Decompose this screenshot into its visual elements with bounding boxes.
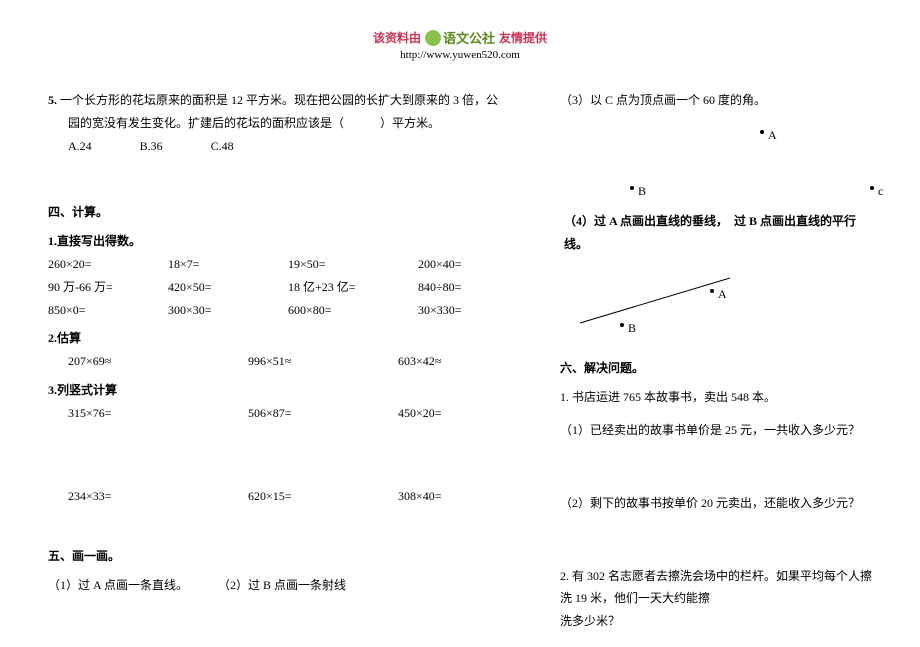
label-b: B <box>638 180 646 203</box>
calc-cell: 200×40= <box>418 253 528 276</box>
calc-cell: 18×7= <box>168 253 288 276</box>
dot-a <box>760 130 764 134</box>
question-4: （4）过 A 点画出直线的垂线， 过 B 点画出直线的平行线。 <box>560 210 872 256</box>
vertical-calc-grid: 315×76=506×87=450×20= 234×33=620×15=308×4… <box>48 402 528 508</box>
header-line1: 该资料由 语文公社 友情提供 <box>0 28 920 47</box>
logo-icon <box>425 30 441 46</box>
estimate-grid: 207×69≈996×51≈603×42≈ <box>48 350 528 373</box>
calc-cell: 90 万-66 万= <box>48 276 168 299</box>
est-cell: 207×69≈ <box>68 350 248 373</box>
vert-cell: 450×20= <box>398 402 518 425</box>
calc-cell: 420×50= <box>168 276 288 299</box>
q5-number: 5. <box>48 93 57 107</box>
section-6-title: 六、解决问题。 <box>560 357 872 380</box>
q5-text-line2: 园的宽没有发生变化。扩建后的花坛的面积应该是（ ）平方米。 <box>48 112 528 135</box>
draw-1: （1）过 A 点画一条直线。 <box>48 574 188 597</box>
vert-cell: 308×40= <box>398 485 518 508</box>
header-url: http://www.yuwen520.com <box>0 49 920 61</box>
problem-2-line1: 2. 有 302 名志愿者去擦洗会场中的栏杆。如果平均每个人擦洗 19 米，他们… <box>560 565 872 611</box>
dot-c <box>870 186 874 190</box>
diagram-abc: A B c <box>560 120 872 210</box>
problem-1-1: （1）已经卖出的故事书单价是 25 元，一共收入多少元？ <box>560 419 872 442</box>
calc-cell: 19×50= <box>288 253 418 276</box>
sub-1-title: 1.直接写出得数。 <box>48 230 528 253</box>
calc-cell: 840÷80= <box>418 276 528 299</box>
diagonal-line <box>580 278 730 323</box>
section-4-title: 四、计算。 <box>48 201 528 224</box>
calc-row: 90 万-66 万=420×50=18 亿+23 亿=840÷80= <box>48 276 528 299</box>
draw-2: （2）过 B 点画一条射线 <box>218 574 346 597</box>
est-cell: 996×51≈ <box>248 350 398 373</box>
problem-2-line2: 洗多少米？ <box>560 610 872 633</box>
calc-cell: 260×20= <box>48 253 168 276</box>
vert-cell: 234×33= <box>68 485 248 508</box>
sub-3-title: 3.列竖式计算 <box>48 379 528 402</box>
vert-row: 234×33=620×15=308×40= <box>48 485 528 508</box>
question-3: （3）以 C 点为顶点画一个 60 度的角。 <box>560 89 872 112</box>
est-cell: 603×42≈ <box>398 350 518 373</box>
label-b2: B <box>628 317 636 340</box>
calc-cell: 300×30= <box>168 299 288 322</box>
vert-row: 315×76=506×87=450×20= <box>48 402 528 425</box>
header-right-text: 友情提供 <box>499 29 547 46</box>
problem-1: 1. 书店运进 765 本故事书，卖出 548 本。 <box>560 386 872 409</box>
line-svg <box>560 263 760 343</box>
calc-row: 850×0=300×30=600×80=30×330= <box>48 299 528 322</box>
problem-1-2: （2）剩下的故事书按单价 20 元卖出，还能收入多少元？ <box>560 492 872 515</box>
label-a: A <box>768 124 777 147</box>
vert-cell: 506×87= <box>248 402 398 425</box>
question-5: 5. 一个长方形的花坛原来的面积是 12 平方米。现在把公园的长扩大到原来的 3… <box>48 89 528 112</box>
section-5-title: 五、画一画。 <box>48 545 528 568</box>
q5-options: A.24 B.36 C.48 <box>48 135 528 158</box>
left-column: 5. 一个长方形的花坛原来的面积是 12 平方米。现在把公园的长扩大到原来的 3… <box>48 89 528 633</box>
vert-cell: 315×76= <box>68 402 248 425</box>
header-left-text: 该资料由 <box>373 29 421 46</box>
sub-2-title: 2.估算 <box>48 327 528 350</box>
draw-row: （1）过 A 点画一条直线。 （2）过 B 点画一条射线 <box>48 574 528 597</box>
calc-cell: 600×80= <box>288 299 418 322</box>
diagram-line: A B <box>560 263 872 343</box>
header: 该资料由 语文公社 友情提供 http://www.yuwen520.com <box>0 0 920 65</box>
dot-b <box>630 186 634 190</box>
est-row: 207×69≈996×51≈603×42≈ <box>48 350 528 373</box>
calc-row: 260×20=18×7=19×50=200×40= <box>48 253 528 276</box>
vert-cell: 620×15= <box>248 485 398 508</box>
calc-cell: 850×0= <box>48 299 168 322</box>
right-column: （3）以 C 点为顶点画一个 60 度的角。 A B c （4）过 A 点画出直… <box>560 89 872 633</box>
label-c: c <box>878 180 883 203</box>
header-logo: 语文公社 <box>425 28 495 47</box>
mental-calc-grid: 260×20=18×7=19×50=200×40=90 万-66 万=420×5… <box>48 253 528 321</box>
content: 5. 一个长方形的花坛原来的面积是 12 平方米。现在把公园的长扩大到原来的 3… <box>0 65 920 633</box>
q5-text-line1: 一个长方形的花坛原来的面积是 12 平方米。现在把公园的长扩大到原来的 3 倍，… <box>60 93 498 107</box>
q4-text: （4）过 A 点画出直线的垂线， 过 B 点画出直线的平行线。 <box>564 214 856 251</box>
label-a2: A <box>718 283 727 306</box>
calc-cell: 30×330= <box>418 299 528 322</box>
logo-text: 语文公社 <box>443 28 495 47</box>
calc-cell: 18 亿+23 亿= <box>288 276 418 299</box>
